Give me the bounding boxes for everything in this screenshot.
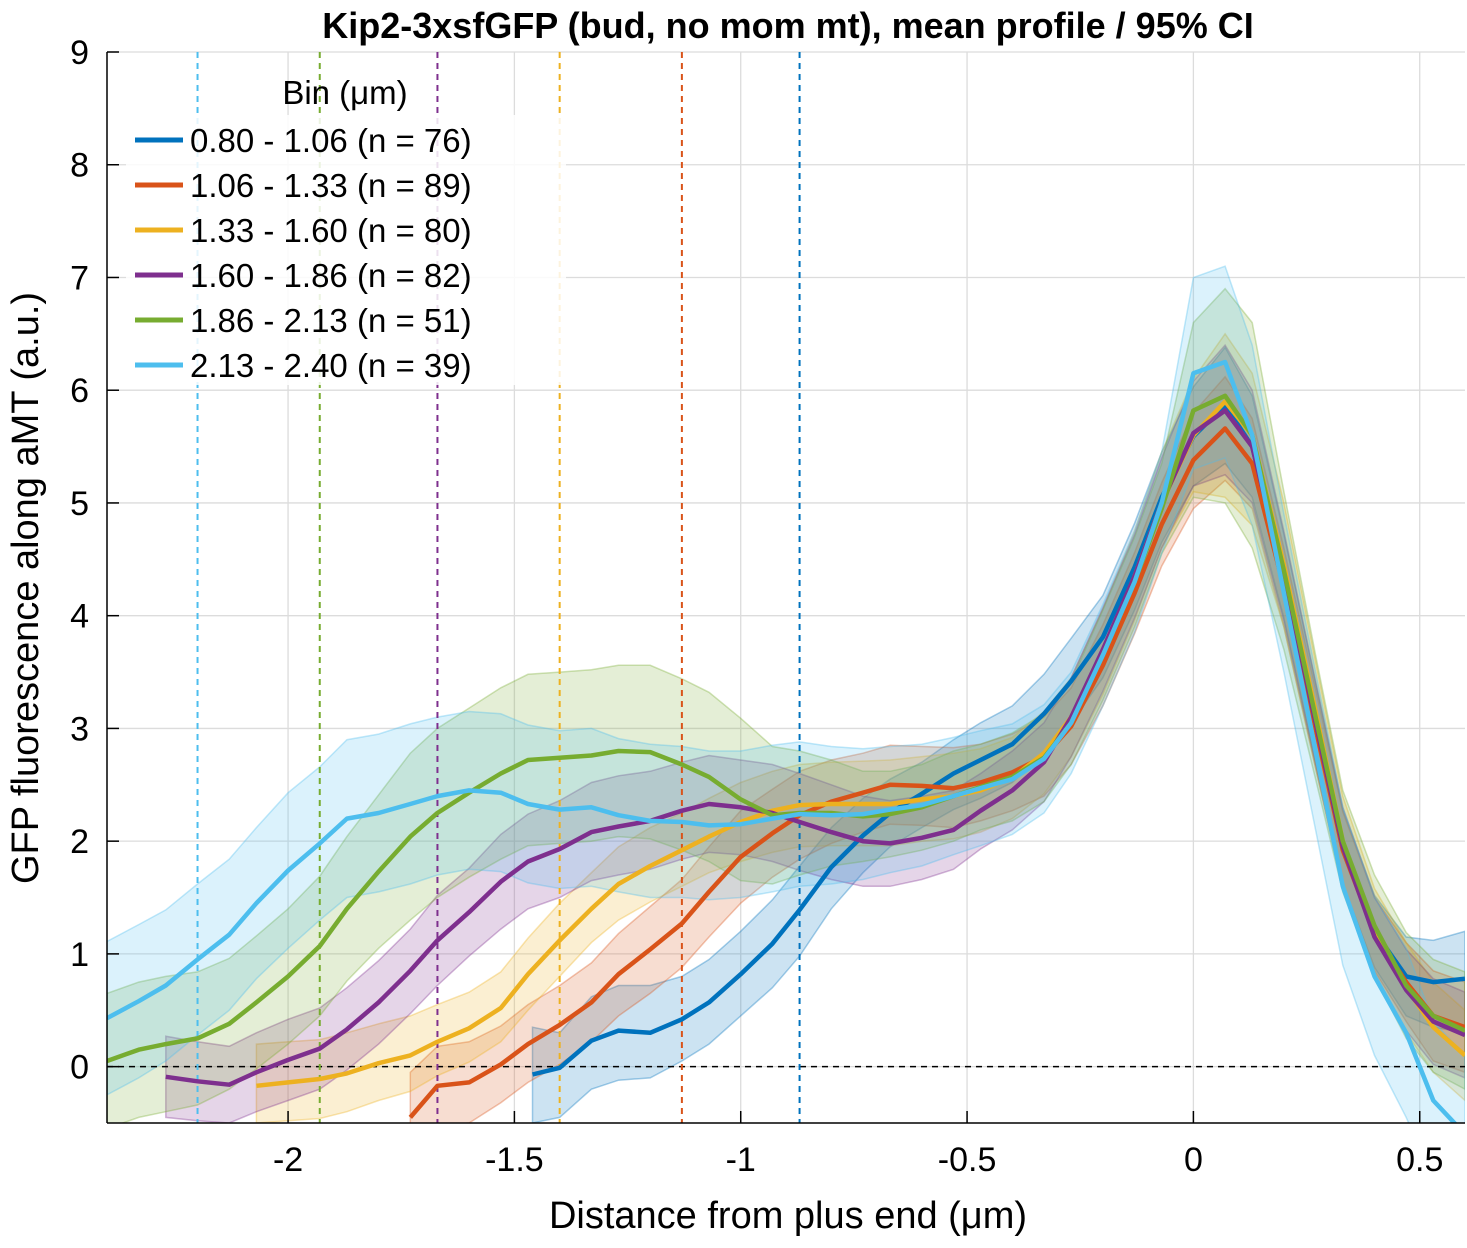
y-tick-label: 2: [70, 823, 89, 861]
series-line: [107, 359, 1458, 1123]
grid: [107, 51, 1465, 1123]
y-tick-label: 3: [70, 710, 89, 748]
y-tick-label: 8: [70, 147, 89, 185]
ci-band: [255, 332, 1465, 1123]
ci-band: [165, 343, 1465, 1123]
legend-entry: 2.13 - 2.40 (n = 39): [190, 347, 472, 384]
series-line: [165, 408, 1465, 1087]
legend-entry: 1.60 - 1.86 (n = 82): [190, 257, 472, 294]
series-lines: [107, 359, 1465, 1123]
legend-entry: 0.80 - 1.06 (n = 76): [190, 122, 472, 159]
y-tick-label: 1: [70, 936, 89, 974]
y-tick-label: 4: [70, 598, 89, 636]
x-tick-label: 0: [1184, 1141, 1203, 1179]
y-tick-label: 6: [70, 372, 89, 410]
legend-entry: 1.06 - 1.33 (n = 89): [190, 167, 472, 204]
legend-entry: 1.86 - 2.13 (n = 51): [190, 302, 472, 339]
axes: [106, 51, 1465, 1124]
legend-title: Bin (μm): [282, 74, 407, 111]
confidence-bands: [107, 265, 1465, 1123]
y-axis-label: GFP fluorescence along aMT (a.u.): [5, 292, 47, 884]
tick-labels: -2 -1.5 -1 -0.5 0 0.5 0 1 2 3 4 5 6 7 8 9: [70, 34, 1443, 1179]
x-tick-label: -2: [273, 1141, 303, 1179]
x-tick-label: -1: [726, 1141, 756, 1179]
legend: Bin (μm) 0.80 - 1.06 (n = 76) 1.06 - 1.33…: [126, 74, 566, 385]
ci-band: [107, 265, 1465, 1123]
ci-band: [107, 287, 1465, 1123]
x-tick-label: 0.5: [1396, 1141, 1443, 1179]
chart-title: Kip2-3xsfGFP (bud, no mom mt), mean prof…: [322, 5, 1253, 46]
x-tick-label: -0.5: [938, 1141, 997, 1179]
x-axis-label: Distance from plus end (μm): [549, 1195, 1027, 1237]
y-tick-label: 0: [70, 1049, 89, 1087]
legend-entry: 1.33 - 1.60 (n = 80): [190, 212, 472, 249]
ci-band: [531, 346, 1465, 1123]
ci-band: [409, 375, 1465, 1123]
y-tick-label: 5: [70, 485, 89, 523]
y-tick-label: 9: [70, 34, 89, 72]
legend-background: [126, 115, 566, 385]
y-tick-label: 7: [70, 259, 89, 297]
x-tick-label: -1.5: [485, 1141, 544, 1179]
